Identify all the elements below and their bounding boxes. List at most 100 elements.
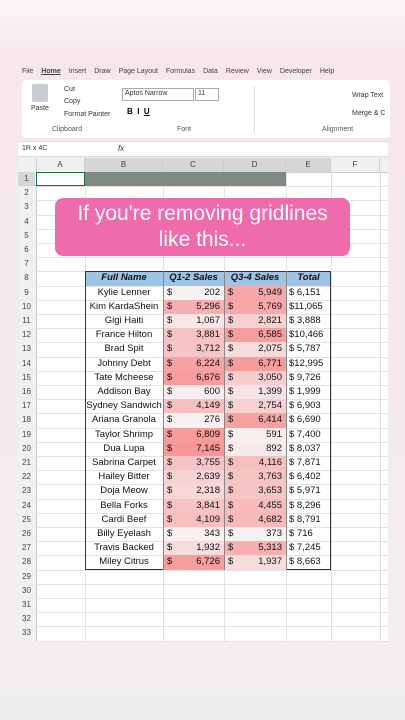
sales-cell: 4,116 xyxy=(258,457,282,468)
heat-fill xyxy=(163,541,224,556)
heat-fill xyxy=(163,512,224,527)
heat-fill xyxy=(163,328,224,343)
sales-cell: 1,399 xyxy=(258,386,282,397)
row-number: 30 xyxy=(22,585,31,595)
sales-cell: 2,754 xyxy=(258,400,282,412)
currency: $ xyxy=(167,542,173,554)
heat-fill xyxy=(224,399,286,414)
column-header: A xyxy=(36,158,85,172)
sales-cell: 4,455 xyxy=(258,499,282,511)
currency: $ xyxy=(228,343,234,355)
currency: $ xyxy=(167,357,173,369)
cut[interactable]: Cut xyxy=(64,86,75,93)
name-cell: Tate Mcheese xyxy=(94,371,154,383)
overlay-text: If you're removing gridlines like this... xyxy=(55,201,350,253)
row-number: 19 xyxy=(22,429,31,439)
name-cell: France Hilton xyxy=(95,329,153,341)
copy[interactable]: Copy xyxy=(64,98,81,105)
tab[interactable]: Draw xyxy=(94,68,111,75)
currency: $ xyxy=(167,400,173,412)
currency: $ xyxy=(228,386,234,397)
heat-fill xyxy=(224,299,286,314)
heat-fill xyxy=(224,484,286,499)
sales-cell: 2,075 xyxy=(258,343,282,355)
row-number: 14 xyxy=(22,358,31,368)
sales-cell: 5,313 xyxy=(258,542,282,554)
currency: $ xyxy=(228,315,234,326)
total-cell: $ 6,903 xyxy=(289,400,321,412)
row-number: 17 xyxy=(22,401,31,411)
sales-cell: 3,881 xyxy=(196,329,220,341)
alignment-label: Alignment xyxy=(322,126,354,133)
sales-cell: 6,585 xyxy=(258,329,282,341)
wrap-text[interactable]: Wrap Text xyxy=(352,92,384,99)
tab[interactable]: View xyxy=(256,68,272,75)
name-cell: Travis Backed xyxy=(94,542,154,554)
tab[interactable]: Help xyxy=(319,68,335,75)
row-number: 7 xyxy=(24,259,29,269)
tab[interactable]: Home xyxy=(41,68,61,75)
tab[interactable]: File xyxy=(22,68,34,75)
sales-cell: 202 xyxy=(204,286,220,298)
heat-fill xyxy=(224,527,286,542)
tab[interactable]: Page Layout xyxy=(118,68,158,75)
currency: $ xyxy=(228,513,234,525)
gridline xyxy=(36,569,388,571)
row-number: 27 xyxy=(22,543,31,553)
table-header: Full Name xyxy=(101,272,147,284)
merge[interactable]: Merge & C xyxy=(352,110,386,117)
total-cell: $ 7,400 xyxy=(289,428,321,440)
heat-fill xyxy=(224,427,286,442)
currency: $ xyxy=(167,442,173,454)
fx: fx xyxy=(118,144,125,153)
format-icons[interactable]: B I U xyxy=(127,107,150,116)
paste[interactable]: Paste xyxy=(31,105,49,112)
row-number: 18 xyxy=(22,415,31,425)
paste-icon[interactable] xyxy=(32,84,48,102)
row-number: 33 xyxy=(22,628,31,638)
format-painter[interactable]: Format Painter xyxy=(64,111,111,118)
heat-fill xyxy=(163,441,224,456)
table-header: Total xyxy=(297,272,320,284)
heat-fill xyxy=(224,342,286,357)
row-number: 24 xyxy=(22,500,31,510)
heat-fill xyxy=(224,314,286,329)
row-number: 6 xyxy=(24,245,29,254)
gridline xyxy=(331,172,332,642)
tab[interactable]: Review xyxy=(225,68,249,75)
ribbon-tabs: File Home Insert Draw Page Layout Formulas Dat… xyxy=(22,68,392,78)
tab[interactable]: Insert xyxy=(68,68,87,75)
heat-fill xyxy=(163,555,224,570)
sales-cell: 5,949 xyxy=(258,286,282,298)
selection xyxy=(85,172,286,187)
sales-cell: 3,653 xyxy=(258,485,282,497)
sales-cell: 276 xyxy=(204,414,220,426)
sales-cell: 5,769 xyxy=(258,300,282,312)
currency: $ xyxy=(228,442,234,454)
tab[interactable]: Formulas xyxy=(165,68,196,75)
row-number: 23 xyxy=(22,486,31,496)
heat-fill xyxy=(163,498,224,513)
currency: $ xyxy=(167,343,173,355)
name-cell: Brad Spit xyxy=(104,343,144,355)
sales-cell: 2,821 xyxy=(258,315,282,326)
table-header: Q1-2 Sales xyxy=(169,272,218,284)
currency: $ xyxy=(228,414,234,426)
name-cell: Doja Meow xyxy=(100,485,148,497)
currency: $ xyxy=(167,428,173,440)
size-box[interactable]: 11 xyxy=(195,88,219,101)
row-number: 9 xyxy=(24,287,29,297)
row-number: 8 xyxy=(24,273,29,283)
name-box[interactable]: 1R x 4C xyxy=(22,145,48,152)
tab[interactable]: Developer xyxy=(279,68,312,75)
heat-fill xyxy=(224,413,286,428)
sales-cell: 3,050 xyxy=(258,371,282,383)
name-cell: Dua Lupa xyxy=(103,442,145,454)
heat-fill xyxy=(224,328,286,343)
sales-cell: 3,712 xyxy=(196,343,220,355)
sales-cell: 2,318 xyxy=(196,485,220,497)
tab[interactable]: Data xyxy=(203,68,218,75)
row-number: 22 xyxy=(22,472,31,482)
font-box[interactable]: Aptos Narrow xyxy=(122,88,194,101)
row-number: 31 xyxy=(22,600,31,609)
